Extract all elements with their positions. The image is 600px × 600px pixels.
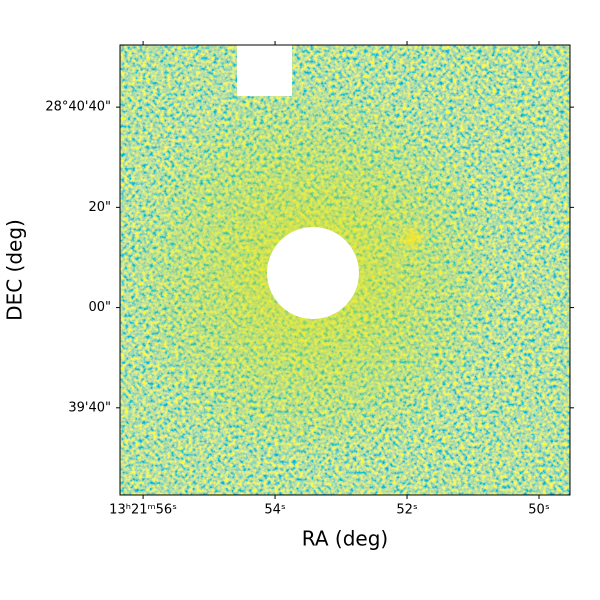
x-tick-label: 54ˢ [264, 503, 286, 518]
x-tick-label: 52ˢ [396, 503, 418, 518]
y-tick-label: 39'40" [68, 400, 111, 415]
x-tick-label: 13ʰ21ᵐ56ˢ [109, 503, 177, 518]
mask-circle [267, 227, 359, 319]
x-tick-label: 50ˢ [528, 503, 550, 518]
y-tick-label: 28°40'40" [45, 100, 111, 115]
x-axis-label: RA (deg) [302, 527, 388, 551]
frame [119, 44, 571, 496]
y-tick-label: 20" [88, 200, 111, 215]
mask-rect [237, 45, 292, 96]
y-axis-label: DEC (deg) [3, 219, 27, 321]
y-tick-label: 00" [88, 300, 111, 315]
sky-image [120, 45, 570, 495]
